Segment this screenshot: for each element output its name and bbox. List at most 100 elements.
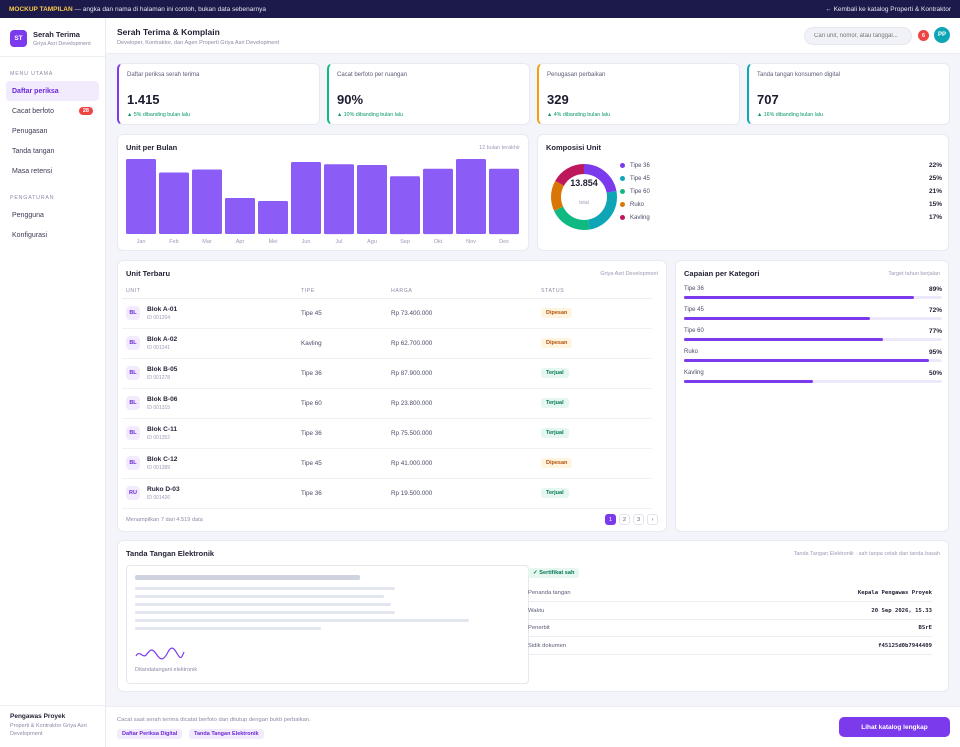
kpi-delta: ▲ 5% dibanding bulan lalu bbox=[127, 112, 190, 118]
brand: ST Serah Terima Griya Asri Development bbox=[0, 18, 105, 57]
legend-label: Ruko bbox=[630, 201, 645, 208]
category-row: Ruko 95% bbox=[684, 349, 942, 356]
unit-avatar: RU bbox=[126, 486, 140, 500]
sidebar-item-label: Tanda tangan bbox=[12, 147, 55, 155]
page-button[interactable]: 2 bbox=[619, 514, 630, 525]
next-page-button[interactable]: › bbox=[647, 514, 658, 525]
page-subtitle: Developer, Kontraktor, dan Agen Properti… bbox=[117, 40, 279, 46]
x-tick-label: Agu bbox=[367, 239, 377, 245]
page-button[interactable]: 1 bbox=[605, 514, 616, 525]
cell-unit: RU Ruko D-03 ID 001426 bbox=[122, 478, 297, 509]
field-value: Kepala Pengawas Proyek bbox=[857, 590, 932, 596]
cell-status: Dipesan bbox=[537, 298, 652, 329]
x-tick-label: Des bbox=[499, 239, 509, 245]
cell-type: Tipe 45 bbox=[297, 298, 387, 329]
notification-badge[interactable]: 6 bbox=[918, 30, 929, 41]
table-summary: Menampilkan 7 dari 4.519 data bbox=[126, 517, 203, 523]
signature-title: Tanda Tangan Elektronik bbox=[126, 549, 215, 558]
unit-cell: BL Blok C-11 ID 001352 bbox=[126, 426, 297, 441]
kpi-value: 329 bbox=[547, 92, 569, 107]
sidebar-item-masa-retensi[interactable]: Masa retensi bbox=[6, 161, 99, 181]
sidebar-item-cacat-berfoto[interactable]: Cacat berfoto 28 bbox=[6, 101, 99, 121]
signature-scribble bbox=[135, 647, 185, 660]
avatar[interactable]: PP bbox=[934, 27, 950, 43]
bar bbox=[357, 165, 387, 234]
table-row[interactable]: BL Blok C-11 ID 001352 Tipe 36 Rp 75.500.000… bbox=[122, 418, 652, 449]
table-row[interactable]: BL Blok A-01 ID 001204 Tipe 45 Rp 73.400.000… bbox=[122, 298, 652, 329]
bar-chart: Jan Feb Mar Apr Mei Jun Jul Agu Sep Okt Nov Des bbox=[126, 159, 519, 245]
unit-info: Blok A-02 ID 001241 bbox=[147, 336, 177, 351]
banner-message: MOCKUP TAMPILAN — angka dan nama di hala… bbox=[9, 6, 266, 13]
legend-item: Tipe 36 22% bbox=[620, 162, 942, 169]
cell-type: Tipe 36 bbox=[297, 358, 387, 389]
category-name: Kavling bbox=[684, 370, 704, 376]
cell-unit: BL Blok B-05 ID 001278 bbox=[122, 358, 297, 389]
table-row[interactable]: BL Blok A-02 ID 001241 Kavling Rp 62.700.000… bbox=[122, 328, 652, 359]
x-tick-label: Nov bbox=[466, 239, 476, 245]
banner-tag: MOCKUP TAMPILAN bbox=[9, 5, 73, 13]
kpi-delta: ▲ 4% dibanding bulan lalu bbox=[547, 112, 610, 118]
x-tick-label: Feb bbox=[169, 239, 178, 245]
chip-e-signature: Tanda Tangan Elektronik bbox=[189, 729, 264, 739]
cell-type: Kavling bbox=[297, 328, 387, 359]
back-to-catalog-link[interactable]: ← Kembali ke katalog Properti & Kontrakt… bbox=[825, 5, 951, 13]
user-profile[interactable]: Pengawas Proyek Properti & Kontraktor Gr… bbox=[0, 704, 106, 747]
document-line bbox=[135, 627, 321, 630]
table-title: Unit Terbaru bbox=[126, 269, 171, 278]
sidebar-item-konfigurasi[interactable]: Konfigurasi bbox=[6, 225, 99, 245]
sidebar-item-penugasan[interactable]: Penugasan bbox=[6, 121, 99, 141]
cell-type: Tipe 45 bbox=[297, 448, 387, 479]
legend-swatch bbox=[620, 215, 625, 220]
unit-avatar: BL bbox=[126, 426, 140, 440]
sidebar-item-label: Daftar periksa bbox=[12, 87, 59, 95]
unit-info: Blok B-05 ID 001278 bbox=[147, 366, 177, 381]
progress-track bbox=[684, 296, 942, 299]
sidebar: ST Serah Terima Griya Asri Development M… bbox=[0, 18, 106, 747]
unit-name: Blok C-11 bbox=[147, 425, 178, 433]
footer-text: Cacat saat serah terima dicatat berfoto … bbox=[117, 717, 311, 723]
brand-title: Serah Terima bbox=[33, 30, 80, 39]
cell-type: Tipe 36 bbox=[297, 478, 387, 509]
donut-total-label: total bbox=[579, 200, 589, 206]
table-row[interactable]: RU Ruko D-03 ID 001426 Tipe 36 Rp 19.500.000… bbox=[122, 478, 652, 509]
sidebar-item-label: Cacat berfoto bbox=[12, 107, 55, 115]
signature-caption: Ditandatangani elektronik bbox=[135, 667, 198, 673]
category-note: Target tahun berjalan bbox=[888, 271, 940, 277]
progress-fill bbox=[684, 380, 813, 383]
x-tick-label: Jul bbox=[335, 239, 342, 245]
signature-field: Penanda tangan Kepala Pengawas Proyek bbox=[528, 585, 932, 602]
progress-fill bbox=[684, 359, 930, 362]
units-per-month-card: Unit per Bulan 12 bulan terakhir Jan Feb M… bbox=[117, 134, 529, 251]
donut-chart bbox=[551, 164, 617, 230]
column-header: UNIT bbox=[122, 284, 297, 299]
cell-unit: BL Blok C-11 ID 001352 bbox=[122, 418, 297, 449]
legend-value: 17% bbox=[928, 214, 942, 221]
view-catalog-button[interactable]: Lihat katalog lengkap bbox=[839, 717, 950, 737]
sidebar-item-pengguna[interactable]: Pengguna bbox=[6, 205, 99, 225]
bar bbox=[258, 201, 288, 234]
kpi-label: Penugasan perbaikan bbox=[547, 72, 606, 78]
document-line bbox=[135, 611, 395, 614]
category-item: Kavling 50% bbox=[684, 370, 942, 383]
table-row[interactable]: BL Blok B-06 ID 001315 Tipe 60 Rp 23.800.000… bbox=[122, 388, 652, 419]
pie-slice bbox=[551, 164, 617, 230]
table-row[interactable]: BL Blok B-05 ID 001278 Tipe 36 Rp 87.900.000… bbox=[122, 358, 652, 389]
table-row[interactable]: BL Blok C-12 ID 001389 Tipe 45 Rp 41.000.000… bbox=[122, 448, 652, 479]
search-input[interactable] bbox=[804, 27, 912, 45]
progress-track bbox=[684, 359, 942, 362]
x-tick-label: Sep bbox=[400, 239, 410, 245]
bar bbox=[390, 176, 420, 235]
sidebar-item-daftar-periksa[interactable]: Daftar periksa bbox=[6, 81, 99, 101]
kpi-label: Cacat berfoto per ruangan bbox=[337, 72, 408, 78]
sidebar-item-tanda-tangan[interactable]: Tanda tangan bbox=[6, 141, 99, 161]
page-button[interactable]: 3 bbox=[633, 514, 644, 525]
cell-price: Rp 87.900.000 bbox=[387, 358, 537, 389]
bar bbox=[126, 159, 156, 234]
unit-name: Blok B-05 bbox=[147, 365, 178, 373]
field-value: f45125d0b7944409 bbox=[878, 642, 932, 649]
unit-name: Blok A-01 bbox=[147, 305, 178, 313]
category-row: Kavling 50% bbox=[684, 370, 942, 377]
category-percent: 95% bbox=[928, 349, 942, 356]
field-value: BSrE bbox=[918, 625, 932, 631]
legend-item: Tipe 45 25% bbox=[620, 175, 942, 182]
